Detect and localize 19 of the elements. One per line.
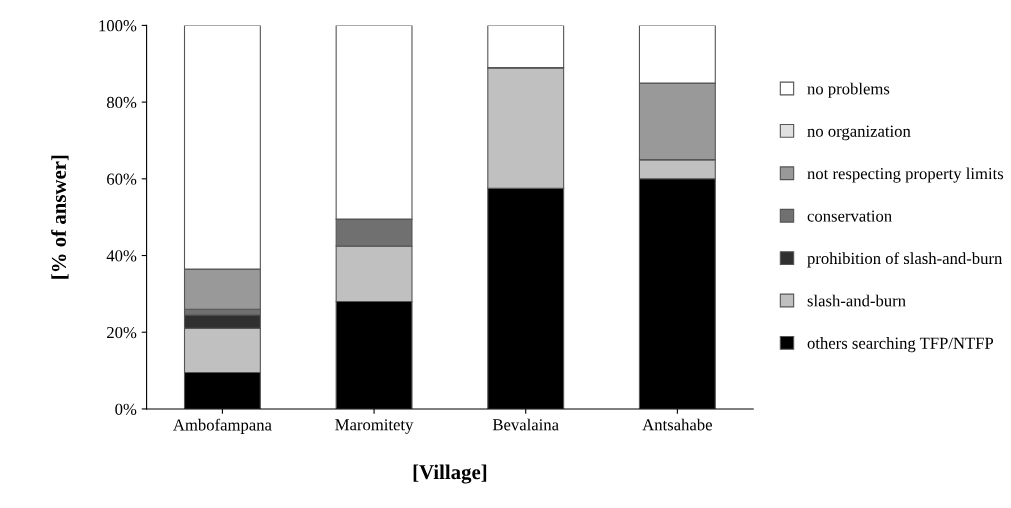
legend-label: no problems bbox=[807, 82, 890, 98]
x-tick-label: Maromitety bbox=[335, 419, 414, 434]
x-axis-title: [Village] bbox=[413, 464, 487, 484]
x-tick-label: Antsahabe bbox=[642, 418, 712, 431]
y-axis-title: [% of answer] bbox=[51, 155, 69, 279]
y-tick-label: 60% bbox=[107, 173, 137, 185]
y-tick-label: 80% bbox=[106, 96, 137, 109]
legend-label: prohibition of slash-and-burn bbox=[807, 252, 1003, 268]
x-tick-label: Bevalaina bbox=[492, 418, 559, 431]
legend-label: conservation bbox=[807, 210, 892, 222]
y-tick-label: 0% bbox=[115, 403, 137, 415]
legend-label: no organization bbox=[807, 125, 911, 141]
y-tick-label: 100% bbox=[99, 20, 137, 32]
x-tick-label: Ambofampana bbox=[173, 418, 272, 434]
legend-label: not respecting property limits bbox=[807, 167, 1004, 183]
y-tick-label: 40% bbox=[106, 250, 137, 262]
legend-label: slash-and-burn bbox=[807, 294, 906, 307]
y-tick-label: 20% bbox=[107, 326, 137, 339]
legend-label: others searching TFP/NTFP bbox=[807, 337, 994, 353]
